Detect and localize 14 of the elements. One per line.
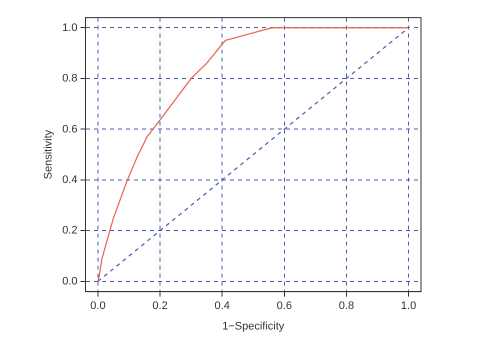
y-tick-label: 0.8 [62, 72, 78, 85]
x-tick-label: 0.0 [90, 300, 106, 312]
x-tick-label: 0.8 [338, 300, 354, 312]
y-tick-label: 0.6 [62, 123, 78, 136]
y-axis-title: Sensitivity [42, 129, 55, 180]
y-tick-label: 1.0 [62, 22, 78, 34]
y-tick-label: 0.4 [62, 174, 78, 186]
x-tick-label: 0.6 [276, 300, 292, 312]
x-tick-label: 0.4 [214, 300, 230, 312]
x-tick-label: 0.2 [152, 300, 168, 312]
x-tick-label: 1.0 [400, 300, 416, 312]
x-axis-title: 1−Specificity [222, 320, 285, 332]
y-tick-label: 0.0 [62, 275, 78, 288]
y-tick-label: 0.2 [62, 224, 78, 237]
